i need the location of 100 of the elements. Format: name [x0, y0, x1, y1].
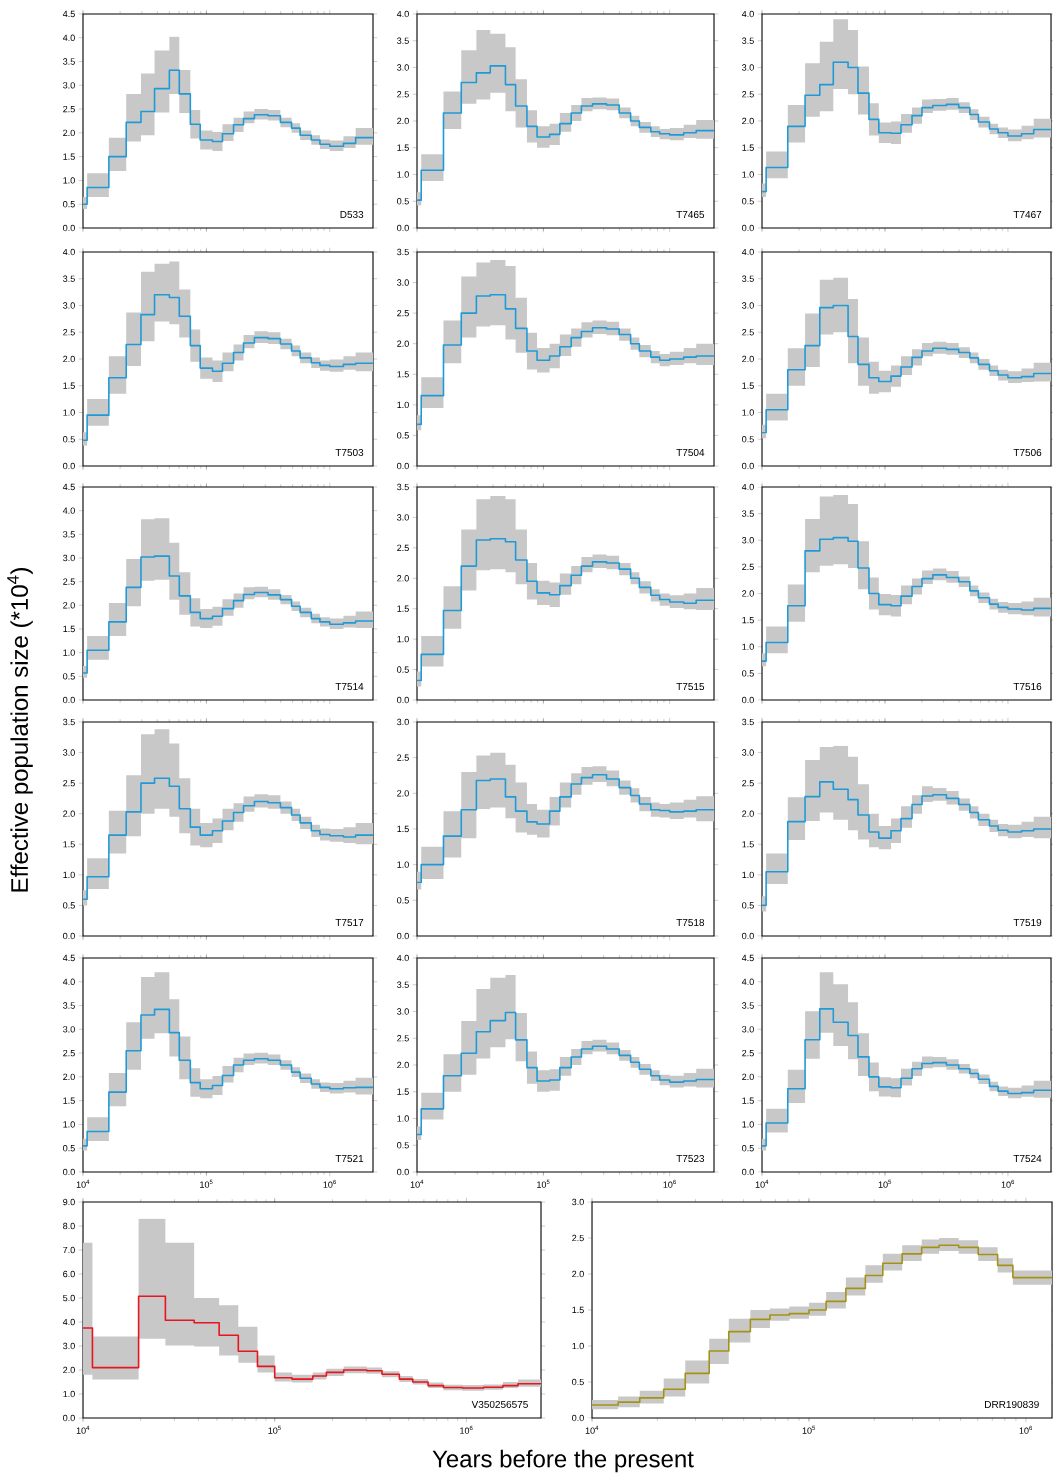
y-tick-label: 2.0 [572, 1270, 584, 1278]
y-tick-label: 1.5 [572, 1306, 584, 1314]
y-tick-label: 2.0 [63, 810, 75, 817]
y-tick-label: 3.5 [742, 275, 754, 282]
y-tick-label: 1.5 [63, 1097, 75, 1104]
y-tick-label: 7.0 [63, 1246, 75, 1254]
y-tick-label: 1.5 [397, 825, 409, 833]
y-tick-label: 2.5 [397, 309, 409, 317]
y-tick-label: 4.0 [62, 507, 75, 514]
y-tick-label: 3.0 [742, 64, 754, 71]
y-tick-label: 4.5 [741, 954, 754, 962]
x-tick-label: 10$^{5}$ [537, 1179, 550, 1188]
y-tick-label: 0.0 [63, 932, 75, 940]
y-tick-label: 3.0 [63, 82, 75, 89]
y-tick-label: 0.0 [63, 1168, 75, 1176]
x-tick-label: 10$^{6}$ [460, 1425, 473, 1434]
y-tick-label: 0.0 [397, 932, 409, 940]
y-tick-label: 1.0 [397, 861, 409, 868]
y-tick-label: 2.0 [397, 790, 409, 797]
y-tick-label: 3.5 [397, 37, 409, 44]
x-tick-label: 10$^{4}$ [585, 1425, 599, 1434]
x-tick-label: 10$^{4}$ [410, 1179, 424, 1188]
x-tick-label: 10$^{6}$ [663, 1179, 676, 1188]
annotation: T7521 [335, 1154, 364, 1163]
y-tick-label: 1.0 [742, 171, 754, 178]
y-tick-label: 2.0 [742, 590, 754, 597]
y-tick-label: 3.0 [397, 718, 409, 726]
y-tick-label: 3.5 [742, 510, 754, 517]
y-tick-label: 1.5 [63, 382, 75, 389]
y-tick-label: 1.5 [397, 371, 409, 378]
y-tick-label: 1.0 [397, 171, 409, 178]
x-tick-label: 10$^{4}$ [76, 1179, 90, 1188]
y-tick-label: 1.5 [742, 382, 754, 389]
y-tick-label: 1.0 [63, 409, 75, 416]
y-tick-label: 3.0 [63, 1342, 75, 1350]
annotation: T7467 [1013, 210, 1042, 219]
y-tick-label: 1.0 [397, 1115, 409, 1122]
y-tick-label: 2.5 [742, 91, 754, 98]
y-tick-label: 1.5 [742, 1097, 754, 1104]
y-tick-label: 2.5 [742, 563, 754, 571]
y-axis-title: Effective population size (*10$^{4}$) [7, 568, 33, 892]
y-tick-label: 1.0 [742, 409, 754, 416]
y-tick-label: 0.0 [742, 696, 754, 704]
y-tick-label: 1.0 [742, 643, 754, 650]
y-tick-label: 2.5 [63, 329, 75, 336]
y-tick-label: 2.0 [742, 810, 754, 817]
y-tick-label: 2.5 [397, 544, 409, 552]
y-tick-label: 4.0 [62, 34, 75, 41]
y-tick-label: 3.0 [397, 1008, 409, 1015]
y-tick-label: 1.5 [742, 616, 754, 624]
y-tick-label: 3.5 [63, 531, 75, 538]
annotation: T7506 [1013, 448, 1042, 457]
x-axis-title: Years before the present [432, 1449, 694, 1473]
y-tick-label: 3.0 [572, 1198, 584, 1206]
y-tick-label: 3.0 [742, 749, 754, 756]
y-tick-label: 3.0 [63, 302, 75, 309]
y-tick-label: 3.0 [63, 749, 75, 756]
y-tick-label: 2.5 [63, 105, 75, 113]
y-tick-label: 1.5 [397, 1088, 409, 1095]
x-tick-label: 10$^{5}$ [878, 1179, 892, 1188]
y-tick-label: 2.5 [63, 1049, 75, 1057]
annotation: T7523 [676, 1154, 705, 1163]
annotation: V350256575 [471, 1400, 528, 1408]
y-tick-label: 0.5 [397, 198, 409, 205]
y-tick-label: 0.0 [397, 1168, 409, 1176]
y-tick-label: 4.0 [741, 483, 754, 491]
y-tick-label: 2.5 [397, 754, 409, 761]
y-tick-label: 2.0 [63, 129, 75, 137]
y-tick-label: 3.0 [63, 554, 75, 562]
y-tick-label: 2.0 [397, 340, 409, 347]
y-tick-label: 2.0 [742, 1073, 754, 1081]
y-tick-label: 2.0 [63, 1366, 75, 1374]
y-tick-label: 3.5 [397, 981, 409, 988]
y-tick-label: 0.5 [63, 1145, 75, 1152]
y-tick-label: 4.0 [741, 248, 754, 256]
y-tick-label: 6.0 [63, 1270, 75, 1278]
annotation: T7517 [335, 919, 364, 927]
y-tick-label: 0.0 [63, 462, 75, 470]
y-tick-label: 1.5 [397, 144, 409, 151]
y-tick-label: 0.5 [742, 902, 754, 909]
y-tick-label: 2.0 [742, 117, 754, 125]
y-tick-label: 3.0 [397, 64, 409, 71]
y-tick-label: 0.5 [742, 198, 754, 205]
y-tick-label: 0.0 [572, 1414, 584, 1422]
y-tick-label: 3.5 [742, 37, 754, 44]
annotation: D533 [340, 210, 364, 219]
y-tick-label: 0.0 [742, 462, 754, 470]
y-tick-label: 0.0 [397, 462, 409, 470]
y-tick-label: 0.0 [742, 932, 754, 940]
y-tick-label: 2.5 [572, 1234, 584, 1242]
y-tick-label: 1.0 [63, 649, 75, 656]
y-tick-label: 3.5 [397, 483, 409, 491]
y-tick-label: 0.0 [63, 224, 75, 232]
y-tick-label: 0.5 [742, 670, 754, 677]
y-tick-label: 1.0 [397, 401, 409, 409]
y-tick-label: 4.5 [62, 10, 75, 18]
y-tick-label: 0.5 [572, 1378, 584, 1386]
y-tick-label: 2.5 [63, 779, 75, 787]
y-tick-label: 1.0 [742, 871, 754, 879]
y-tick-label: 0.5 [397, 666, 409, 673]
